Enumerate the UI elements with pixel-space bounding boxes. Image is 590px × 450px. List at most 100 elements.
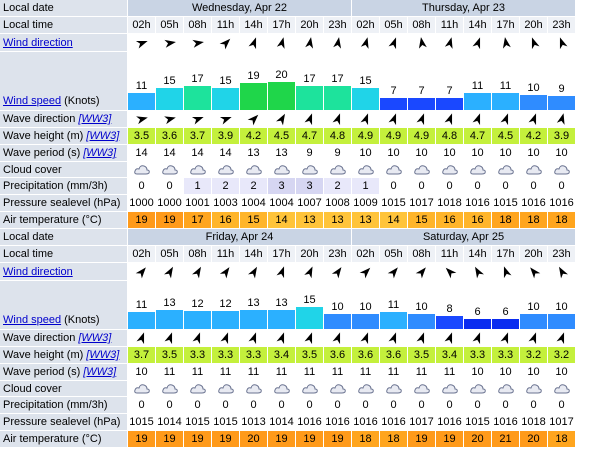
pressure-cell: 1016	[436, 414, 463, 430]
precipitation-cell: 0	[128, 178, 155, 194]
label-text: Cloud cover	[3, 382, 62, 395]
direction-arrow	[135, 40, 148, 48]
arrow-cell	[212, 34, 239, 51]
time-cell: 05h	[156, 17, 183, 33]
direction-arrow	[192, 332, 200, 345]
arrow-group	[445, 267, 456, 278]
wind-speed-bar	[296, 307, 323, 329]
wind-speed-label: 17	[331, 72, 344, 85]
air-temperature-cell: 16	[212, 212, 239, 228]
arrow-shape	[276, 265, 284, 278]
arrow-cell	[464, 111, 491, 127]
wind-speed-cell: 13	[240, 281, 267, 329]
wind-speed-cell: 17	[184, 52, 211, 110]
wave-period-cell: 10	[492, 364, 519, 380]
cloud-cell	[548, 162, 575, 177]
time-cell: 08h	[408, 246, 435, 262]
wave-period-cell: 10	[128, 364, 155, 380]
wave-period-cell: 11	[268, 364, 295, 380]
arrow-cell	[464, 330, 491, 346]
direction-arrow	[472, 332, 480, 345]
wind-speed-bar	[212, 311, 239, 329]
wind-speed-bar	[324, 313, 351, 329]
direction-arrow	[503, 265, 511, 278]
arrow-cell	[352, 263, 379, 280]
label-link[interactable]: Wind direction	[3, 265, 73, 278]
cloud-shape	[469, 383, 486, 393]
arrow-group	[191, 266, 201, 278]
label-link[interactable]: [WW3]	[83, 366, 117, 378]
arrow-group	[444, 332, 452, 345]
label-link[interactable]: [WW3]	[83, 147, 117, 159]
time-cell: 05h	[156, 246, 183, 262]
arrow-cell	[548, 111, 575, 127]
label-link[interactable]: [WW3]	[86, 349, 120, 361]
arrow-shape	[219, 266, 229, 278]
direction-arrow	[219, 116, 232, 125]
arrow-group	[531, 36, 539, 49]
cloud-shape	[245, 383, 262, 393]
wind-speed-bar	[352, 88, 379, 110]
wave-period-cell: 10	[548, 145, 575, 161]
direction-arrow	[304, 332, 312, 345]
label-link[interactable]: Wind direction	[3, 36, 73, 49]
wind-speed-bar	[408, 313, 435, 329]
pressure-cell: 1016	[296, 414, 323, 430]
wind-speed-bar	[548, 95, 575, 110]
cloud-shape	[161, 383, 178, 393]
wave-period-cell: 13	[268, 145, 295, 161]
arrow-cell	[240, 111, 267, 127]
cloud-shape	[497, 383, 514, 393]
arrow-shape	[135, 266, 146, 278]
arrow-group	[415, 266, 426, 278]
time-cell: 23h	[548, 17, 575, 33]
precipitation-cell: 0	[156, 397, 183, 413]
precipitation-cell: 0	[296, 397, 323, 413]
cloud-icon	[441, 383, 458, 393]
cloud-cell	[436, 162, 463, 177]
cloud-cell	[464, 162, 491, 177]
arrow-cell	[352, 111, 379, 127]
cloud-cell	[268, 162, 295, 177]
arrow-cell	[184, 263, 211, 280]
wave-period-cell: 11	[408, 364, 435, 380]
arrow-cell	[492, 111, 519, 127]
arrow-cell	[212, 111, 239, 127]
wind-speed-label: 6	[502, 305, 509, 318]
wave-height-cell: 3.3	[240, 347, 267, 363]
arrow-cell	[268, 111, 295, 127]
label-link[interactable]: [WW3]	[78, 113, 112, 125]
row-label: Wave direction [WW3]	[0, 111, 127, 127]
wave-period-cell: 9	[324, 145, 351, 161]
wave-height-cell: 3.7	[128, 347, 155, 363]
arrow-shape	[472, 332, 480, 345]
time-cell: 02h	[352, 246, 379, 262]
cloud-cell	[492, 162, 519, 177]
label-text: Wave period (s)	[3, 366, 81, 378]
cloud-icon	[357, 164, 374, 174]
time-cell: 08h	[408, 17, 435, 33]
time-cell: 08h	[184, 246, 211, 262]
pressure-cell: 1016	[520, 195, 547, 211]
direction-arrow	[276, 332, 284, 345]
time-cell: 14h	[464, 17, 491, 33]
label-link[interactable]: Wind speed	[3, 95, 62, 107]
pressure-cell: 1004	[240, 195, 267, 211]
label-link[interactable]: [WW3]	[78, 332, 112, 344]
wind-speed-cell: 11	[492, 52, 519, 110]
label-text: Local time	[3, 248, 54, 260]
arrow-group	[332, 332, 340, 345]
label-link[interactable]: [WW3]	[86, 130, 120, 142]
arrow-group	[360, 332, 368, 345]
wind-speed-label: 10	[555, 300, 568, 313]
wind-speed-label: 13	[163, 296, 176, 309]
direction-arrow	[529, 266, 540, 278]
arrow-group	[556, 332, 564, 345]
cloud-shape	[385, 164, 402, 174]
wave-height-cell: 3.5	[128, 128, 155, 144]
label-link[interactable]: Wind speed	[3, 314, 62, 326]
cloud-cell	[520, 381, 547, 396]
arrow-cell	[156, 34, 183, 51]
wave-height-cell: 3.9	[212, 128, 239, 144]
precipitation-cell: 1	[352, 178, 379, 194]
